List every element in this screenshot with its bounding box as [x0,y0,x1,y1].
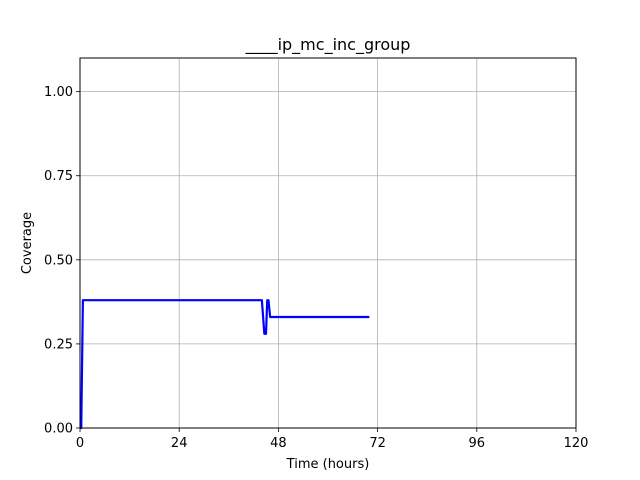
y-tick-label: 0.25 [44,337,73,352]
plot-frame [79,57,577,429]
y-tick-label: 0.00 [44,422,73,437]
x-tick-label: 96 [469,436,486,451]
y-axis-label: Coverage [20,212,35,274]
chart-title: ____ip_mc_inc_group [245,35,411,55]
x-tick-label: 48 [270,436,287,451]
x-tick-label: 0 [76,436,84,451]
series-line [80,299,370,430]
axis-ticks: 0 24 48 72 96 120 0.00 0.25 0.50 0.75 1.00 [44,85,588,451]
x-tick-label: 24 [171,436,188,451]
series-layer [80,299,370,430]
y-tick-label: 1.00 [44,85,73,100]
x-tick-label: 120 [564,436,589,451]
x-axis-label: Time (hours) [286,457,370,472]
x-tick-label: 72 [369,436,386,451]
y-tick-label: 0.50 [44,253,73,268]
grid-lines [79,58,577,429]
y-tick-label: 0.75 [44,169,73,184]
